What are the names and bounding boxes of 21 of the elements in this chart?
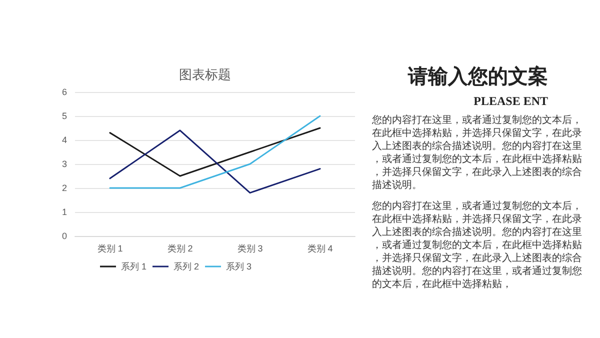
text: 您的内容打在这里，或者通过复制您的文本后，在此框中选择粘贴，并选择只保留文字，在此录入上述图表的综合描述说明。您的内容打在这里，或者通过复制您的文本后，在此框中选择粘贴，并选择只保留文字，在此录入上述图表的综合描述说明。 — [371, 114, 582, 191]
y-tick-label: 6 — [62, 87, 67, 97]
text: PLEASE ENT — [474, 94, 548, 108]
legend-label: 系列 3 — [226, 262, 252, 272]
legend-label: 系列 2 — [174, 262, 200, 272]
y-tick-label: 5 — [62, 111, 67, 121]
y-tick-label: 3 — [62, 159, 67, 169]
text: 请输入您的文案 — [407, 64, 548, 88]
x-tick-label: 类别 2 — [167, 244, 193, 254]
y-tick-label: 2 — [62, 183, 67, 193]
y-tick-label: 0 — [62, 231, 67, 241]
chart-title: 图表标题 — [179, 68, 231, 83]
y-tick-label: 4 — [62, 135, 67, 145]
legend-label: 系列 1 — [121, 262, 147, 272]
line-series — [109, 127, 321, 177]
line-series — [109, 130, 321, 194]
x-tick-label: 类别 3 — [237, 244, 263, 254]
x-tick-label: 类别 1 — [97, 244, 123, 254]
text: 您的内容打在这里，或者通过复制您的文本后，在此框中选择粘贴，并选择只保留文字，在此录入上述图表的综合描述说明。您的内容打在这里，或者通过复制您的文本后，在此框中选择粘贴，并选择只保留文字，在此录入上述图表的综合描述说明。您的内容打在这里，或者通过复制您的文本后，在此框中选择粘贴， — [371, 200, 582, 290]
y-tick-label: 1 — [62, 207, 67, 217]
x-tick-label: 类别 4 — [307, 244, 333, 254]
